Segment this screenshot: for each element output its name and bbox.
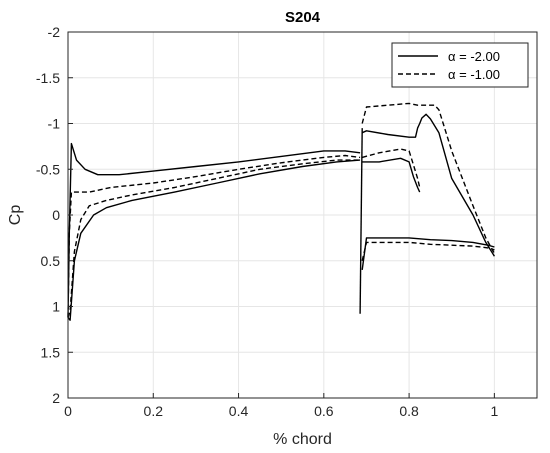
x-tick-label: 0.6 [314, 403, 334, 419]
y-tick-label: -1.5 [36, 70, 60, 86]
x-tick-label: 0.4 [229, 403, 249, 419]
y-tick-label: -0.5 [36, 161, 60, 177]
series-1-line [359, 128, 363, 314]
x-tick-label: 0 [64, 403, 72, 419]
x-tick-label: 1 [490, 403, 498, 419]
y-tick-label: 2 [52, 390, 60, 406]
series-2-line [362, 148, 421, 188]
y-tick-label: 0.5 [41, 253, 61, 269]
chart-title: S204 [285, 9, 321, 26]
series-2 [67, 102, 496, 318]
legend-box [391, 42, 529, 88]
y-tick-label: 0 [52, 207, 60, 223]
series-1-line [361, 113, 495, 257]
series-2-line [67, 154, 361, 318]
series-1-line [362, 157, 421, 193]
legend: α = -2.00 α = -1.00 [391, 42, 529, 88]
y-axis-label: Cp [7, 205, 24, 226]
x-tick-label: 0.8 [399, 403, 419, 419]
series-1 [67, 113, 495, 321]
y-tick-label: -2 [48, 24, 61, 40]
series-2-line [361, 102, 496, 254]
legend-label: α = -1.00 [448, 67, 500, 82]
legend-label: α = -2.00 [448, 49, 500, 64]
y-tick-label: -1 [48, 116, 61, 132]
series-2-line [361, 241, 495, 261]
series-2-line [67, 159, 361, 318]
y-tick-label: 1.5 [41, 344, 61, 360]
tick-layer: 0 0.2 0.4 0.6 0.8 1 -2 -1.5 -1 -0.5 0 0.5 1 1.5 2 [36, 24, 499, 419]
series-layer [67, 102, 496, 321]
x-axis-label: % chord [273, 431, 332, 448]
x-tick-label: 0.2 [144, 403, 164, 419]
series-1-line [67, 142, 361, 318]
y-tick-label: 1 [52, 299, 60, 315]
series-1-line [361, 237, 495, 270]
